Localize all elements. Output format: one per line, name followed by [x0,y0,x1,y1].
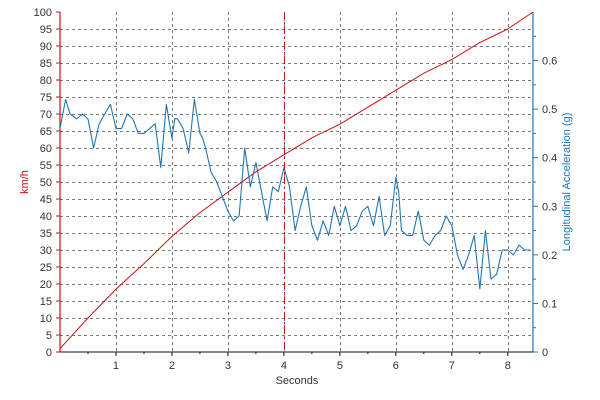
y-right-tick-label: 0.2 [542,250,557,262]
right-axis: 0 0.1 0.2 0.3 0.4 0.5 0.6 [532,12,557,359]
y-right-tick-label: 0.1 [542,298,557,310]
x-tick-label: 2 [169,360,175,372]
y-left-tick-label: 95 [40,24,52,36]
x-tick-label: 1 [113,360,119,372]
speed-series-line [59,11,534,349]
acceleration-series-line [59,98,531,290]
y-left-tick-label: 65 [40,126,52,138]
y-right-tick-label: 0.6 [542,56,557,68]
y-left-tick-label: 25 [40,262,52,274]
y-left-tick-label: 30 [40,245,52,257]
y-left-tick-label: 75 [40,92,52,104]
y-left-tick-label: 45 [40,194,52,206]
x-axis-title: Seconds [276,375,319,387]
y-left-tick-label: 80 [40,75,52,87]
y-right-tick-label: 0.3 [542,201,557,213]
y-left-tick-label: 85 [40,58,52,70]
x-tick-label: 4 [281,360,287,372]
y-left-tick-label: 15 [40,296,52,308]
y-left-tick-label: 0 [46,347,52,359]
left-axis: 0 5 10 15 20 25 30 35 40 45 50 55 60 65 70 75 80 85 90 95 10… [34,7,61,359]
y-left-tick-label: 90 [40,41,52,53]
y-left-tick-label: 100 [34,7,52,19]
y-right-tick-label: 0 [542,347,548,359]
y-left-tick-label: 20 [40,279,52,291]
series-layer [59,11,534,349]
grid [60,12,533,352]
y-left-tick-label: 5 [46,330,52,342]
y-right-tick-label: 0.4 [542,153,557,165]
y-left-tick-label: 10 [40,313,52,325]
y-left-tick-label: 50 [40,177,52,189]
x-tick-label: 8 [505,360,511,372]
y-left-tick-label: 35 [40,228,52,240]
x-tick-label: 5 [337,360,343,372]
y-left-tick-label: 40 [40,211,52,223]
bottom-axis: 1 2 3 4 5 6 7 8 [60,351,533,372]
y-left-tick-label: 70 [40,109,52,121]
y-left-tick-label: 55 [40,160,52,172]
x-tick-label: 7 [449,360,455,372]
left-axis-title: km/h [19,170,31,194]
x-tick-label: 6 [393,360,399,372]
y-left-tick-label: 60 [40,143,52,155]
y-right-tick-label: 0.5 [542,104,557,116]
right-axis-title: Longitudinal Acceleration (g) [561,113,573,252]
x-tick-label: 3 [225,360,231,372]
